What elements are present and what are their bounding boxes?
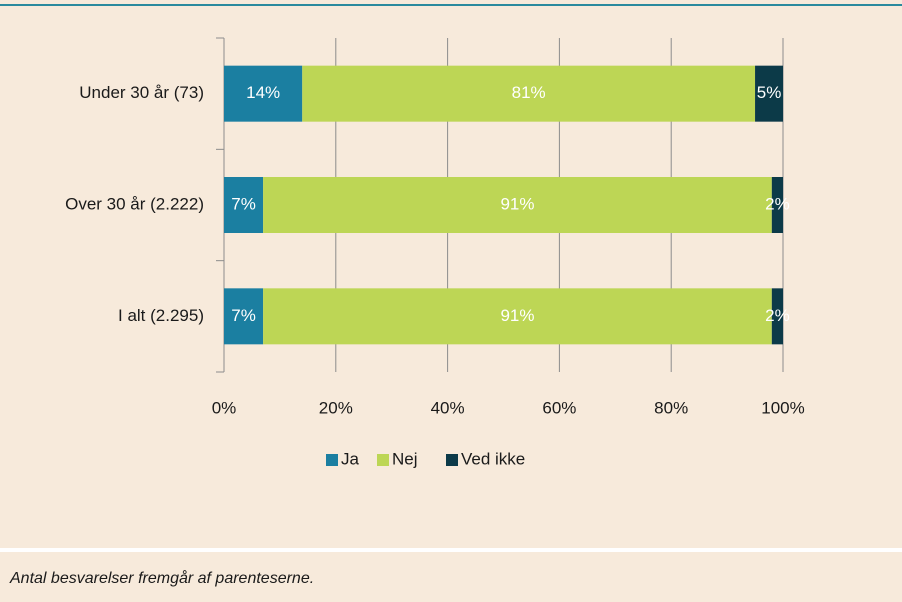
y-tick-label: Under 30 år (73) bbox=[79, 83, 204, 102]
bar-segment bbox=[224, 288, 264, 345]
x-tick-label: 60% bbox=[542, 398, 576, 417]
bar-segment bbox=[263, 288, 772, 345]
y-tick-label: Over 30 år (2.222) bbox=[65, 194, 204, 213]
legend-label: Ja bbox=[341, 449, 360, 468]
bar-segment bbox=[224, 65, 303, 122]
value-label: 81% bbox=[512, 83, 546, 102]
value-label: 5% bbox=[757, 83, 782, 102]
x-tick-label: 40% bbox=[431, 398, 465, 417]
bar-segment bbox=[263, 177, 772, 233]
x-tick-label: 80% bbox=[654, 398, 688, 417]
legend-label: Nej bbox=[392, 449, 418, 468]
x-tick-label: 20% bbox=[319, 398, 353, 417]
bar-segment bbox=[771, 288, 783, 345]
note: Antal besvarelser fremgår af parentesern… bbox=[9, 569, 314, 587]
value-label: 91% bbox=[500, 194, 534, 213]
legend-swatch bbox=[446, 454, 458, 466]
top-rule bbox=[0, 4, 902, 6]
value-label: 91% bbox=[500, 306, 534, 325]
value-label: 14% bbox=[246, 83, 280, 102]
bar-segment bbox=[224, 177, 264, 233]
legend-swatch bbox=[377, 454, 389, 466]
bar-segment bbox=[755, 65, 783, 122]
x-tick-label: 100% bbox=[761, 398, 804, 417]
value-label: 2% bbox=[765, 306, 790, 325]
bar-segment bbox=[771, 177, 783, 233]
legend-swatch bbox=[326, 454, 338, 466]
footer-separator bbox=[0, 548, 902, 552]
y-tick-label: I alt (2.295) bbox=[118, 306, 204, 325]
legend-label: Ved ikke bbox=[461, 449, 525, 468]
bar-segment bbox=[302, 65, 756, 122]
value-label: 7% bbox=[231, 306, 256, 325]
value-label: 7% bbox=[231, 194, 256, 213]
x-tick-label: 0% bbox=[212, 398, 237, 417]
value-label: 2% bbox=[765, 194, 790, 213]
